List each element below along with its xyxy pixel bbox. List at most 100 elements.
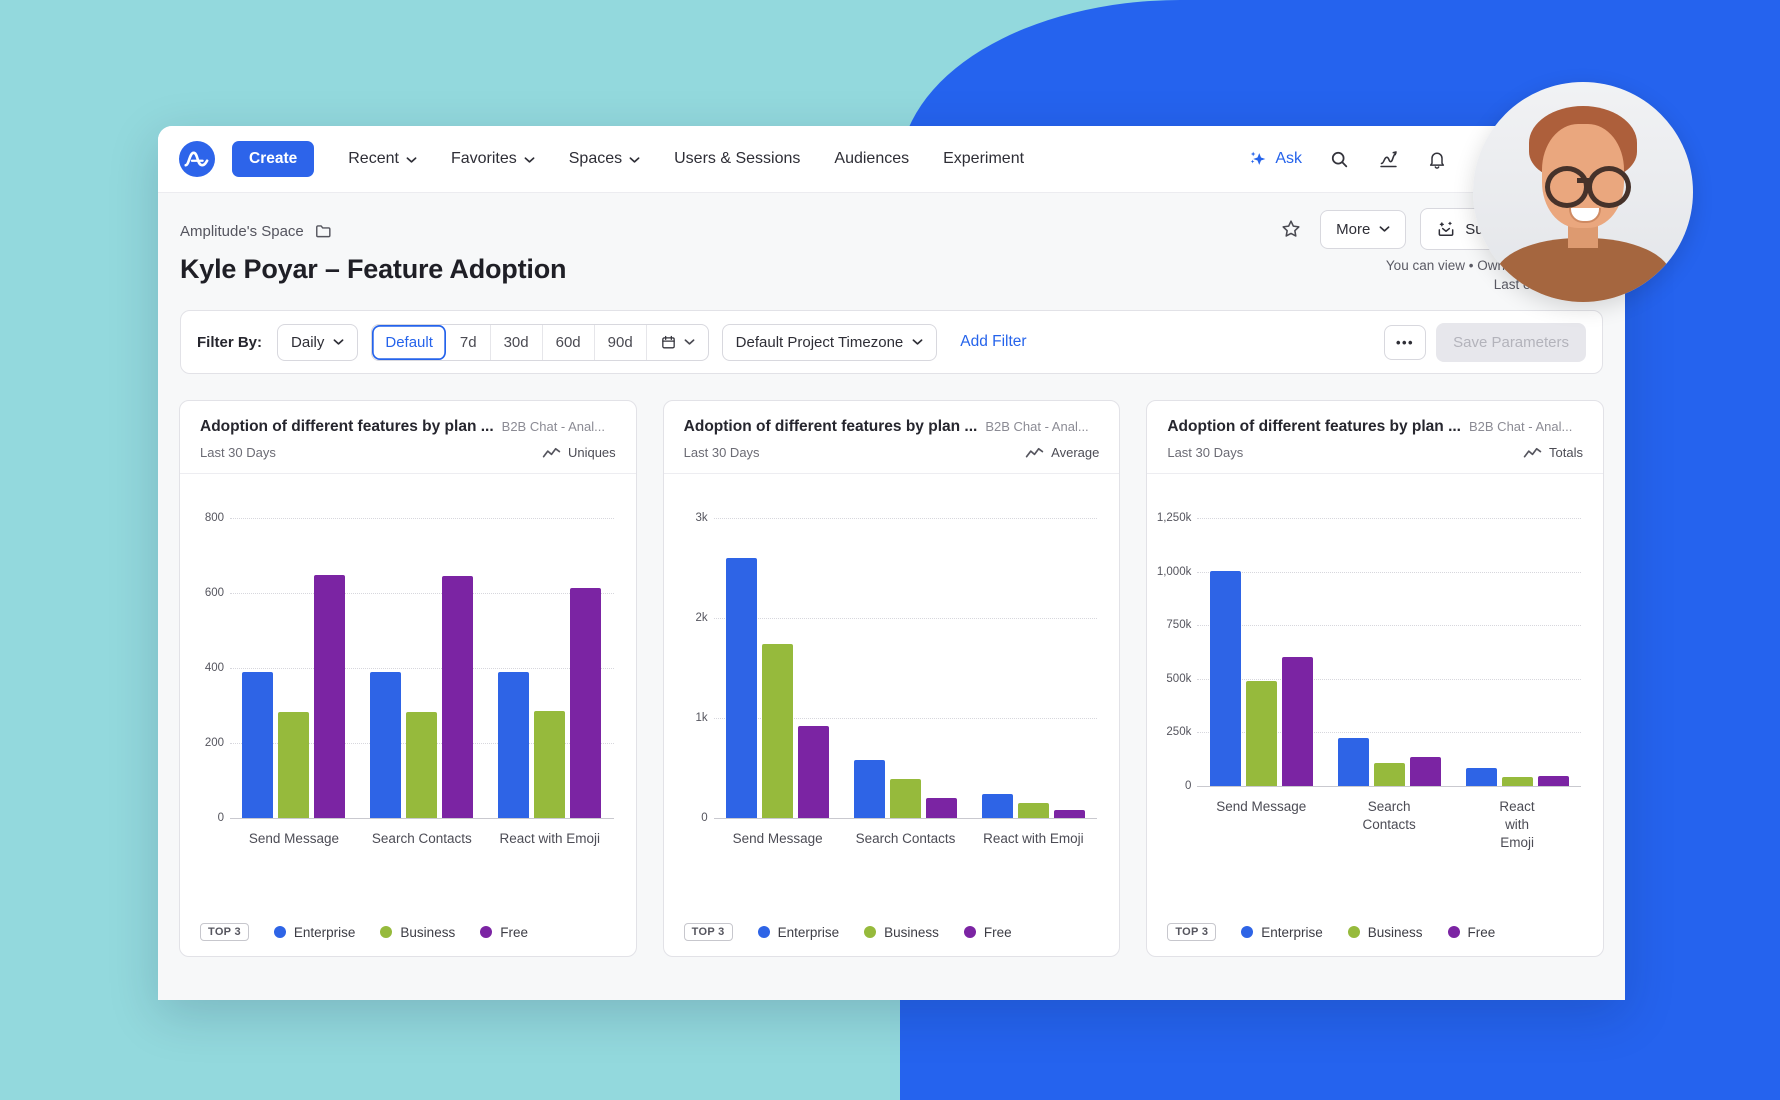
bar-enterprise-2[interactable]	[1337, 738, 1369, 786]
charts-button[interactable]	[1377, 149, 1400, 170]
y-axis-tick: 0	[701, 812, 708, 824]
bar-enterprise-3[interactable]	[1465, 768, 1497, 786]
bar-business-2[interactable]	[406, 712, 438, 818]
amplitude-logo[interactable]	[179, 141, 215, 177]
legend-label: Business	[1367, 924, 1423, 940]
card-sub-row: Last 30 Days Uniques	[200, 445, 616, 460]
legend-item-enterprise[interactable]: Enterprise	[757, 925, 839, 940]
nav-item-spaces[interactable]: Spaces	[569, 150, 640, 168]
interval-value: Daily	[291, 333, 325, 351]
ask-button[interactable]: Ask	[1248, 149, 1302, 169]
favorite-button[interactable]	[1276, 214, 1306, 244]
bar-enterprise-1[interactable]	[242, 672, 274, 818]
legend-item-free[interactable]: Free	[480, 925, 528, 940]
more-button[interactable]: More	[1320, 209, 1407, 249]
range-option-7d[interactable]: 7d	[447, 324, 491, 360]
card-header: Adoption of different features by plan .…	[663, 401, 1120, 474]
bar-enterprise-3[interactable]	[981, 794, 1013, 818]
bar-enterprise-1[interactable]	[1209, 571, 1241, 786]
interval-dropdown[interactable]: Daily	[277, 323, 359, 361]
metric-line-icon	[542, 447, 561, 458]
bar-free-3[interactable]	[570, 588, 602, 818]
user-avatar-photo	[1473, 82, 1693, 302]
nav-item-users-sessions[interactable]: Users & Sessions	[674, 150, 800, 168]
legend-dot	[1241, 926, 1254, 938]
notifications-button[interactable]	[1427, 149, 1447, 170]
card-title[interactable]: Adoption of different features by plan .…	[1167, 418, 1461, 435]
bar-free-1[interactable]	[1281, 657, 1313, 786]
bar-enterprise-2[interactable]	[854, 760, 885, 818]
bar-free-3[interactable]	[1537, 776, 1569, 786]
chevron-down-icon	[1379, 226, 1390, 232]
nav-item-experiment[interactable]: Experiment	[943, 150, 1024, 168]
card-title[interactable]: Adoption of different features by plan .…	[200, 418, 494, 435]
chart-card: Adoption of different features by plan .…	[179, 400, 637, 957]
bar-group	[842, 558, 970, 818]
legend-item-enterprise[interactable]: Enterprise	[273, 924, 356, 940]
timezone-dropdown[interactable]: Default Project Timezone	[721, 323, 938, 361]
bar-business-1[interactable]	[762, 644, 794, 818]
bar-enterprise-1[interactable]	[726, 558, 758, 818]
legend-label: Enterprise	[293, 924, 356, 940]
search-button[interactable]	[1329, 149, 1350, 170]
card-sub-row: Last 30 Days Average	[684, 445, 1100, 460]
top3-badge: TOP 3	[200, 923, 249, 941]
bar-business-2[interactable]	[1373, 763, 1405, 786]
bar-group	[230, 575, 358, 818]
x-axis-label: Search Contacts	[855, 831, 956, 846]
legend-item-free[interactable]: Free	[963, 925, 1012, 940]
gridline	[1197, 625, 1582, 627]
chart-plot: 3k 2k 1k 0	[696, 512, 1098, 824]
bar-business-2[interactable]	[890, 779, 921, 818]
legend-item-business[interactable]: Business	[1347, 924, 1423, 940]
bar-free-1[interactable]	[314, 575, 346, 818]
bar-business-1[interactable]	[1245, 681, 1277, 786]
nav-item-audiences[interactable]: Audiences	[834, 150, 909, 168]
bar-enterprise-3[interactable]	[498, 672, 530, 818]
bar-free-3[interactable]	[1053, 810, 1085, 818]
bar-chart: 3k 2k 1k 0 Send Message Search Contacts React…	[680, 512, 1098, 848]
breadcrumb[interactable]: Amplitude's Space	[180, 222, 333, 241]
legend-item-free[interactable]: Free	[1447, 924, 1496, 940]
legend-label: Business	[884, 924, 939, 940]
card-title[interactable]: Adoption of different features by plan .…	[683, 418, 978, 435]
gridline	[1197, 786, 1582, 787]
card-metric: Uniques	[542, 445, 616, 460]
calendar-range-button[interactable]	[647, 325, 708, 360]
nav-item-favorites[interactable]: Favorites	[451, 150, 535, 168]
x-axis-label: Search Contacts	[1362, 799, 1416, 832]
range-option-60d[interactable]: 60d	[543, 324, 595, 360]
save-parameters-button[interactable]: Save Parameters	[1436, 322, 1586, 362]
x-axis-label: React with Emoji	[499, 831, 600, 846]
nav-item-recent[interactable]: Recent	[348, 150, 417, 168]
create-button[interactable]: Create	[232, 141, 315, 177]
charts-icon	[1380, 150, 1397, 167]
bar-free-2[interactable]	[1409, 757, 1441, 786]
bar-free-2[interactable]	[442, 576, 474, 818]
gridline	[230, 818, 614, 819]
y-axis-tick: 3k	[695, 512, 708, 524]
chart-legend: TOP 3 Enterprise Business Free	[1167, 923, 1495, 941]
top3-badge: TOP 3	[683, 923, 733, 941]
bar-enterprise-2[interactable]	[370, 672, 402, 818]
bell-icon	[1429, 152, 1445, 169]
bar-business-3[interactable]	[534, 711, 566, 818]
nav-right: Ask	[1248, 149, 1625, 170]
range-option-default[interactable]: Default	[372, 325, 447, 360]
chevron-down-icon	[912, 339, 923, 345]
bar-business-1[interactable]	[278, 712, 310, 818]
bar-group	[1197, 571, 1325, 786]
legend-label: Free	[1467, 924, 1496, 940]
bar-free-1[interactable]	[798, 726, 830, 818]
range-option-90d[interactable]: 90d	[595, 324, 647, 360]
bar-business-3[interactable]	[1501, 777, 1533, 786]
bar-free-2[interactable]	[926, 798, 957, 818]
gridline	[713, 618, 1098, 619]
legend-item-enterprise[interactable]: Enterprise	[1241, 925, 1323, 940]
range-option-30d[interactable]: 30d	[491, 324, 543, 360]
add-filter-button[interactable]: Add Filter	[960, 333, 1027, 350]
bar-business-3[interactable]	[1017, 803, 1049, 818]
legend-item-business[interactable]: Business	[864, 925, 939, 940]
legend-item-business[interactable]: Business	[380, 925, 455, 940]
more-options-button[interactable]: •••	[1383, 324, 1427, 360]
